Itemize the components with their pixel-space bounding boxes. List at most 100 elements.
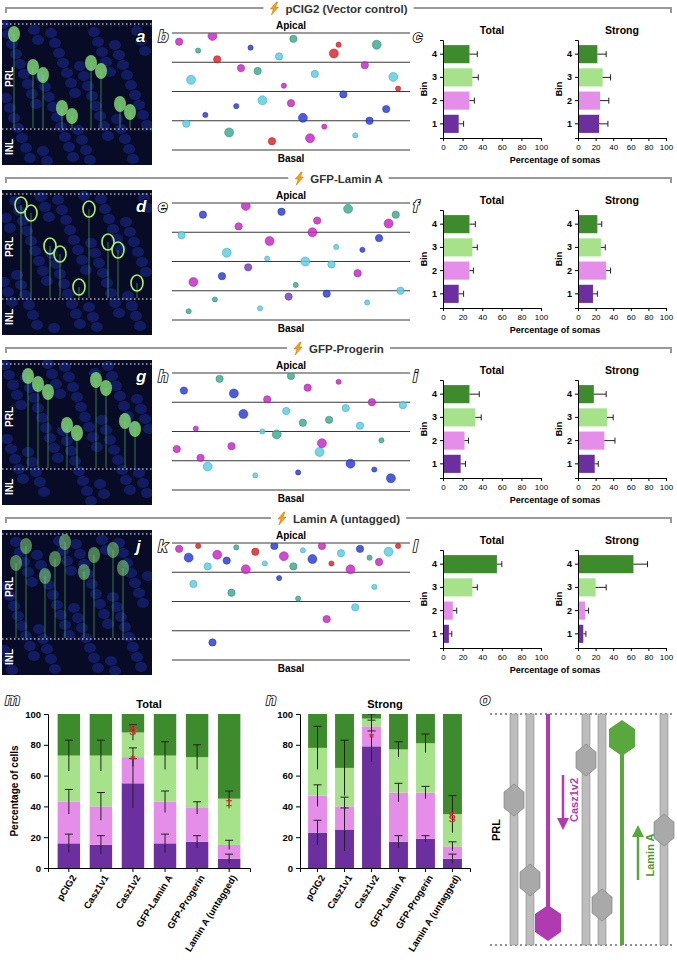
- soma-point: [175, 38, 182, 45]
- tick-mark: [44, 806, 48, 807]
- bar-segment: [218, 714, 240, 799]
- soma-point: [396, 86, 401, 91]
- soma-point: [328, 261, 335, 268]
- axis: 020406080100: [576, 478, 673, 492]
- chart-title: Total: [480, 194, 504, 206]
- figure-svg: pCIG2 (Vector control)PRLINLApicalBasal0…: [0, 0, 677, 965]
- tick: 20: [459, 308, 468, 322]
- axis-line: [579, 309, 667, 312]
- x-axis-title: Percentage of somas: [510, 325, 601, 335]
- tick: 3: [432, 412, 443, 422]
- cell-process: [16, 563, 17, 638]
- nucleus: [105, 288, 117, 298]
- nucleus: [49, 664, 61, 674]
- tick-label: 100: [660, 143, 674, 152]
- nucleus: [37, 146, 49, 156]
- tick: 0: [576, 478, 581, 492]
- bar: [578, 238, 601, 256]
- grid-line: [172, 460, 410, 461]
- nucleus: [123, 632, 135, 642]
- error-bar: [97, 740, 105, 771]
- tick-mark: [440, 123, 443, 124]
- error-bar: [472, 74, 478, 80]
- panel-letter: f: [413, 197, 421, 216]
- row-header: pCIG2 (Vector control): [6, 1, 671, 16]
- chart-title: Strong: [605, 24, 639, 36]
- tick: 80: [644, 478, 653, 492]
- tick: 100: [535, 478, 549, 492]
- soma-point: [199, 211, 206, 218]
- nucleus: [68, 603, 80, 613]
- tick: 60: [282, 770, 300, 781]
- soma-point: [287, 373, 294, 380]
- tick-label: 3: [567, 582, 572, 592]
- tick-label: 0: [441, 483, 446, 492]
- image-background: [2, 20, 152, 165]
- tick: 60: [627, 308, 636, 322]
- error-bar: [597, 221, 601, 227]
- nucleus: [63, 372, 75, 382]
- cell-process: [113, 550, 114, 638]
- layer-boundary: [2, 533, 152, 534]
- basal-label: Basal: [278, 323, 305, 334]
- tick-mark: [613, 308, 614, 311]
- tick-label: 1: [432, 119, 437, 129]
- tick: 4: [567, 219, 578, 229]
- arrow-head: [632, 825, 644, 837]
- tick-mark: [440, 633, 443, 634]
- nucleus: [134, 321, 146, 331]
- tick-mark: [482, 308, 483, 311]
- cell-soma: [22, 368, 34, 384]
- nucleus: [135, 662, 147, 672]
- soma-point: [218, 272, 225, 279]
- panel-letter: a: [136, 27, 145, 46]
- error-bar: [594, 391, 606, 397]
- tick-label: 3: [432, 72, 437, 82]
- soma-point: [222, 248, 231, 257]
- tick: 3: [567, 72, 578, 82]
- tick-label: 2: [432, 265, 437, 275]
- tick-mark: [631, 648, 632, 651]
- cell-process: [28, 376, 29, 468]
- panel-letter: j: [134, 537, 142, 556]
- tick-label: 1: [432, 459, 437, 469]
- soma-point: [268, 138, 275, 145]
- error-bar: [583, 631, 586, 637]
- cell-process: [60, 254, 61, 298]
- bar: [578, 408, 607, 426]
- bar: [578, 115, 599, 133]
- axis: 020406080100: [25, 709, 48, 874]
- gray-cell-rod: [510, 714, 518, 945]
- tick: 20: [30, 832, 48, 843]
- bar-segment: [416, 793, 435, 839]
- tick-label: 60: [627, 653, 636, 662]
- tick-label: 2: [432, 95, 437, 105]
- tick: 80: [644, 648, 653, 662]
- cell-soma: [95, 63, 107, 79]
- nucleus: [108, 445, 120, 455]
- nucleus: [74, 61, 86, 71]
- tick-mark: [463, 138, 464, 141]
- tick-label: 0: [576, 653, 581, 662]
- error-bar: [469, 268, 473, 274]
- error-bar: [314, 726, 322, 769]
- error-bar: [341, 797, 349, 815]
- tick-mark: [440, 417, 443, 418]
- tick-label: 1: [567, 289, 572, 299]
- tick: 40: [478, 138, 487, 152]
- soma-point: [287, 100, 294, 107]
- tick-label: 3: [567, 412, 572, 422]
- nucleus: [141, 488, 152, 498]
- soma-point: [229, 389, 238, 398]
- cell-process: [65, 542, 66, 638]
- cell-soma: [32, 376, 44, 392]
- layer-label: INL: [4, 649, 15, 665]
- tick-mark: [197, 868, 198, 872]
- error-bar: [606, 268, 610, 274]
- nucleus: [37, 266, 49, 276]
- soma-point: [279, 552, 288, 561]
- soma-point: [344, 204, 353, 213]
- soma-point: [196, 48, 201, 53]
- grid-line: [172, 120, 410, 121]
- tick: 20: [459, 138, 468, 152]
